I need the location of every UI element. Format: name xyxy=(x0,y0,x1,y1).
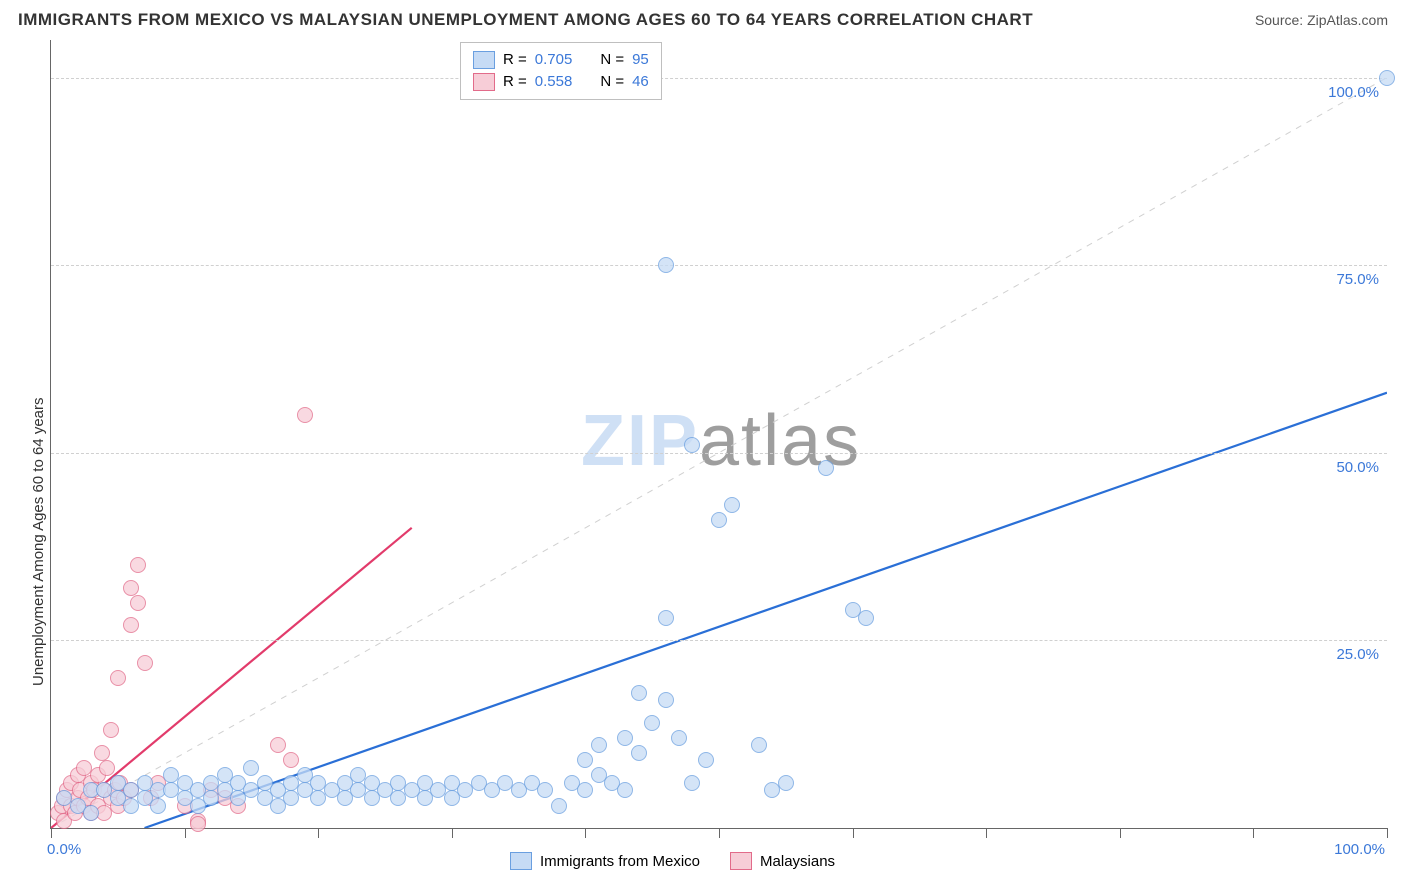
y-tick-label: 100.0% xyxy=(1328,84,1379,101)
legend-label: Malaysians xyxy=(760,853,835,870)
x-tick xyxy=(1387,828,1388,838)
trend-lines-layer xyxy=(51,40,1387,828)
r-label: R = xyxy=(503,71,527,93)
r-value: 0.705 xyxy=(535,49,573,71)
scatter-marker xyxy=(577,752,593,768)
n-label: N = xyxy=(600,49,624,71)
scatter-marker xyxy=(137,655,153,671)
gridline xyxy=(51,265,1387,266)
scatter-marker xyxy=(617,730,633,746)
legend-item: Immigrants from Mexico xyxy=(510,852,700,870)
series-legend: Immigrants from Mexico Malaysians xyxy=(510,852,835,870)
scatter-marker xyxy=(123,580,139,596)
scatter-marker xyxy=(684,437,700,453)
y-tick-label: 50.0% xyxy=(1336,459,1379,476)
trend-line xyxy=(145,393,1387,828)
scatter-marker xyxy=(551,798,567,814)
x-tick xyxy=(318,828,319,838)
scatter-marker xyxy=(724,497,740,513)
x-tick xyxy=(1253,828,1254,838)
chart-title: IMMIGRANTS FROM MEXICO VS MALAYSIAN UNEM… xyxy=(18,10,1033,30)
n-value: 46 xyxy=(632,71,649,93)
scatter-marker xyxy=(644,715,660,731)
source-value: ZipAtlas.com xyxy=(1307,12,1388,28)
scatter-marker xyxy=(99,760,115,776)
scatter-marker xyxy=(658,692,674,708)
scatter-marker xyxy=(123,617,139,633)
scatter-marker xyxy=(150,798,166,814)
source-citation: Source: ZipAtlas.com xyxy=(1255,12,1388,28)
scatter-marker xyxy=(110,670,126,686)
scatter-marker xyxy=(537,782,553,798)
scatter-marker xyxy=(130,595,146,611)
x-tick xyxy=(452,828,453,838)
source-label: Source: xyxy=(1255,12,1307,28)
gridline xyxy=(51,78,1387,79)
scatter-marker xyxy=(270,737,286,753)
gridline xyxy=(51,453,1387,454)
x-tick xyxy=(51,828,52,838)
legend-swatch xyxy=(473,51,495,69)
scatter-marker xyxy=(297,407,313,423)
gridline xyxy=(51,640,1387,641)
scatter-marker xyxy=(577,782,593,798)
x-tick-label-left: 0.0% xyxy=(47,841,81,858)
scatter-plot-area: ZIPatlas 25.0%50.0%75.0%100.0%0.0%100.0% xyxy=(50,40,1387,829)
scatter-marker xyxy=(631,685,647,701)
x-tick xyxy=(719,828,720,838)
scatter-marker xyxy=(130,557,146,573)
x-tick-label-right: 100.0% xyxy=(1334,841,1385,858)
scatter-marker xyxy=(658,257,674,273)
x-tick xyxy=(585,828,586,838)
y-tick-label: 75.0% xyxy=(1336,271,1379,288)
title-bar: IMMIGRANTS FROM MEXICO VS MALAYSIAN UNEM… xyxy=(18,10,1388,30)
scatter-marker xyxy=(94,745,110,761)
scatter-marker xyxy=(103,722,119,738)
watermark-text-light: ZIP xyxy=(581,401,699,481)
x-tick xyxy=(185,828,186,838)
x-tick xyxy=(853,828,854,838)
legend-swatch xyxy=(730,852,752,870)
scatter-marker xyxy=(658,610,674,626)
scatter-marker xyxy=(83,805,99,821)
r-label: R = xyxy=(503,49,527,71)
legend-swatch xyxy=(473,73,495,91)
scatter-marker xyxy=(1379,70,1395,86)
scatter-marker xyxy=(751,737,767,753)
x-tick xyxy=(986,828,987,838)
scatter-marker xyxy=(631,745,647,761)
watermark-text-dark: atlas xyxy=(699,401,861,481)
legend-row: R = 0.558 N = 46 xyxy=(473,71,649,93)
correlation-legend: R = 0.705 N = 95 R = 0.558 N = 46 xyxy=(460,42,662,100)
legend-swatch xyxy=(510,852,532,870)
n-value: 95 xyxy=(632,49,649,71)
scatter-marker xyxy=(190,816,206,832)
scatter-marker xyxy=(243,760,259,776)
legend-item: Malaysians xyxy=(730,852,835,870)
scatter-marker xyxy=(778,775,794,791)
scatter-marker xyxy=(698,752,714,768)
scatter-marker xyxy=(684,775,700,791)
y-axis-label: Unemployment Among Ages 60 to 64 years xyxy=(30,398,47,687)
scatter-marker xyxy=(711,512,727,528)
legend-row: R = 0.705 N = 95 xyxy=(473,49,649,71)
r-value: 0.558 xyxy=(535,71,573,93)
scatter-marker xyxy=(617,782,633,798)
legend-label: Immigrants from Mexico xyxy=(540,853,700,870)
x-tick xyxy=(1120,828,1121,838)
y-tick-label: 25.0% xyxy=(1336,646,1379,663)
scatter-marker xyxy=(591,737,607,753)
n-label: N = xyxy=(600,71,624,93)
scatter-marker xyxy=(818,460,834,476)
scatter-marker xyxy=(283,752,299,768)
scatter-marker xyxy=(671,730,687,746)
scatter-marker xyxy=(858,610,874,626)
